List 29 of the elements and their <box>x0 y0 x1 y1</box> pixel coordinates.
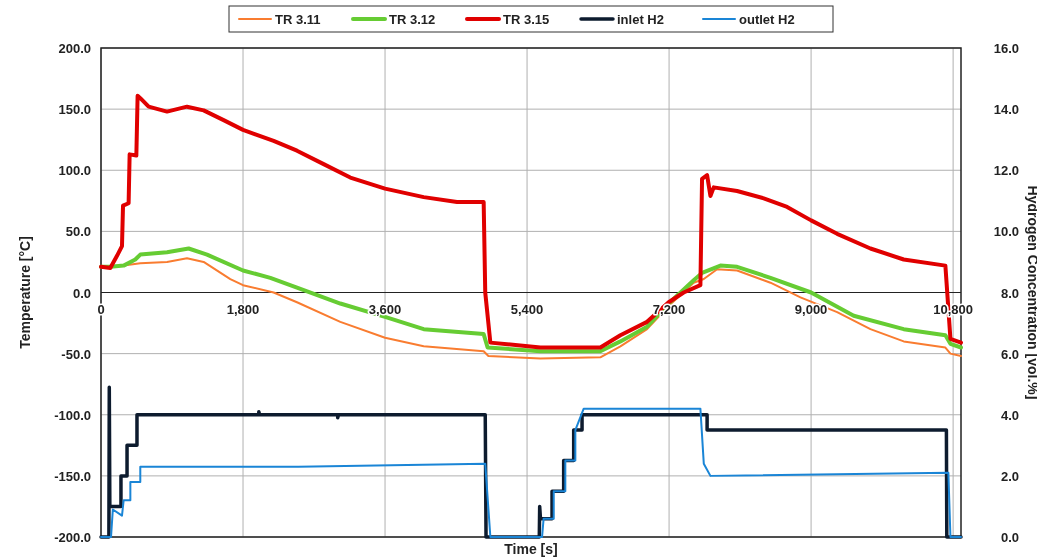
y-tick-label: -100.0 <box>54 407 91 423</box>
y-axis-title: Temperature [°C] <box>17 236 33 349</box>
y2-tick-label: 16.0 <box>993 41 1019 56</box>
y-tick-label: 200.0 <box>58 41 91 56</box>
y2-tick-label: 6.0 <box>1000 346 1019 362</box>
x-tick-label: 9,000 <box>794 301 828 317</box>
x-tick-label: 5,400 <box>510 301 544 317</box>
y-tick-label: 100.0 <box>58 163 91 179</box>
y2-tick-label: 14.0 <box>993 102 1019 118</box>
legend-label: TR 3.15 <box>503 12 550 27</box>
y-tick-label: -200.0 <box>54 530 91 545</box>
y-tick-label: -50.0 <box>61 346 91 362</box>
y-tick-label: 0.0 <box>72 285 91 301</box>
y2-tick-label: 12.0 <box>993 163 1019 179</box>
y2-tick-label: 8.0 <box>1000 285 1019 301</box>
y-tick-label: -150.0 <box>54 468 91 484</box>
y-tick-label: 150.0 <box>58 102 91 118</box>
y2-tick-label: 10.0 <box>993 224 1019 240</box>
legend-label: outlet H2 <box>739 12 795 27</box>
legend-label: TR 3.11 <box>275 12 321 27</box>
y2-tick-label: 0.0 <box>1000 530 1019 545</box>
x-tick-label: 1,800 <box>226 301 260 317</box>
legend-label: inlet H2 <box>617 12 664 27</box>
x-tick-label: 3,600 <box>368 301 402 317</box>
x-axis-title: Time [s] <box>504 541 558 557</box>
y2-tick-label: 2.0 <box>1000 468 1019 484</box>
legend-label: TR 3.12 <box>389 12 436 27</box>
y-tick-label: 50.0 <box>65 224 91 240</box>
y2-tick-label: 4.0 <box>1000 407 1019 423</box>
